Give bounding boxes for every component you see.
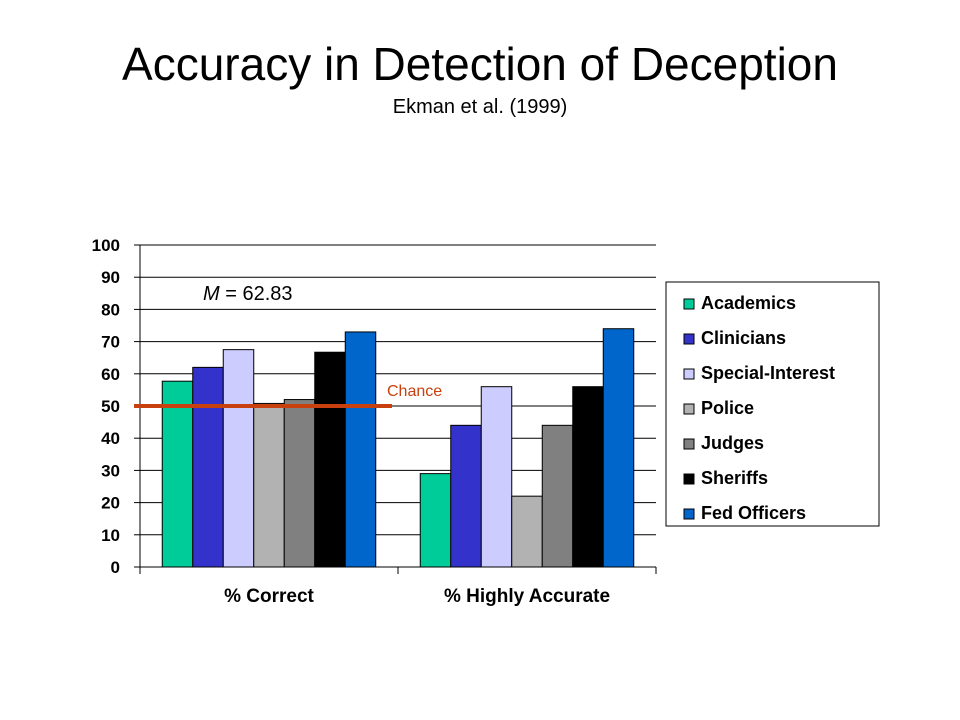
legend-label: Special-Interest — [701, 363, 835, 383]
legend-swatch — [683, 403, 695, 415]
bar-academics — [161, 380, 194, 568]
y-tick-label: 80 — [101, 300, 120, 319]
legend-label: Clinicians — [701, 328, 786, 348]
axes: 0 10 20 30 40 50 60 70 80 90 100 % Correct % Highly … — [92, 236, 657, 607]
y-tick-label: 60 — [101, 365, 120, 384]
mean-label-symbol: M — [203, 283, 220, 305]
y-tick-label: 20 — [101, 494, 120, 513]
chance-label: Chance — [387, 383, 442, 400]
legend-swatch — [683, 438, 695, 450]
y-tick-label: 50 — [101, 397, 120, 416]
bar-judges — [541, 424, 574, 568]
bar-police — [511, 495, 543, 568]
legend-swatch — [683, 368, 695, 380]
y-tick-label: 30 — [101, 461, 120, 480]
page-subtitle: Ekman et al. (1999) — [392, 96, 568, 118]
mean-label: M = 62.83 — [203, 283, 293, 305]
bar-special-interest — [480, 386, 513, 568]
legend-label: Sheriffs — [701, 468, 768, 488]
y-tick-label: 100 — [92, 236, 120, 255]
bars — [161, 328, 635, 568]
bar-police — [253, 402, 285, 568]
bar-fed-officers — [602, 328, 635, 568]
x-tick-label: % Highly Accurate — [444, 586, 610, 607]
bar-sheriffs — [572, 386, 604, 568]
x-tick-label: % Correct — [224, 586, 314, 607]
bar-sheriffs — [314, 351, 346, 568]
legend-box — [665, 281, 880, 527]
y-tick-label: 40 — [101, 429, 120, 448]
y-tick-label: 10 — [101, 526, 120, 545]
legend-swatch — [683, 508, 695, 520]
legend-label: Police — [701, 398, 754, 418]
mean-label-value: = 62.83 — [220, 283, 293, 305]
legend-swatch — [683, 298, 695, 310]
legend-label: Academics — [701, 293, 796, 313]
legend-label: Judges — [701, 433, 764, 453]
bar-clinicians — [192, 366, 224, 568]
legend-swatch — [683, 333, 695, 345]
legend: Academics Clinicians Special-Interest Polic… — [665, 281, 880, 527]
bar-academics — [419, 473, 452, 568]
annotations: Chance M = 62.83 — [134, 283, 442, 408]
y-tick-label: 70 — [101, 333, 120, 352]
bar-fed-officers — [344, 331, 377, 568]
y-tick-label: 0 — [111, 558, 120, 577]
bar-clinicians — [450, 424, 482, 568]
bar-special-interest — [222, 349, 255, 568]
bar-judges — [283, 399, 316, 568]
page-title: Accuracy in Detection of Deception — [122, 38, 838, 90]
y-tick-label: 90 — [101, 268, 120, 287]
legend-label: Fed Officers — [701, 503, 806, 523]
legend-swatch — [683, 473, 695, 485]
